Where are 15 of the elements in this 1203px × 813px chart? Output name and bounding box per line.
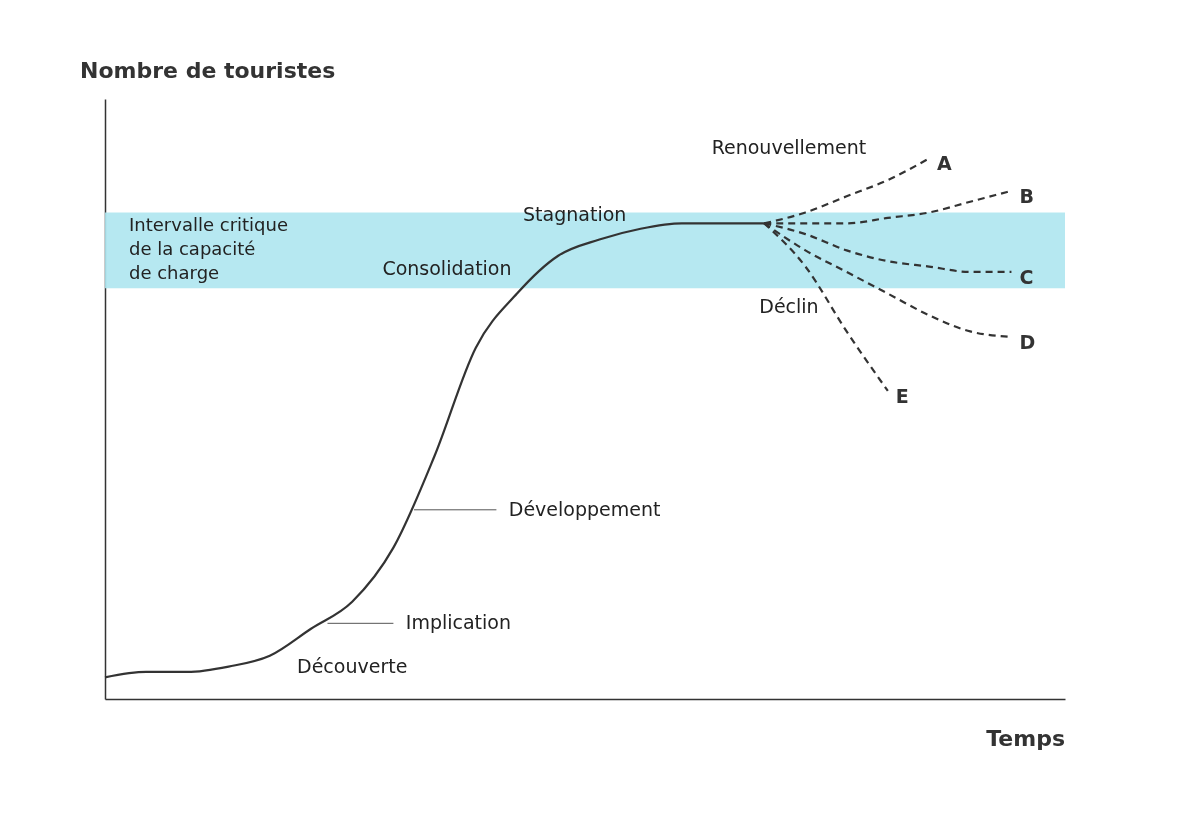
series-label: E — [895, 384, 909, 407]
annotation: Implication — [405, 611, 511, 634]
annotation: Découverte — [297, 654, 408, 677]
series-label: C — [1019, 265, 1034, 288]
series-label: B — [1019, 184, 1034, 207]
band-label: Intervalle critique de la capacité de charge — [129, 213, 288, 283]
series-label: A — [937, 152, 953, 175]
annotation: Consolidation — [382, 257, 512, 280]
y-axis-title: Nombre de touristes — [80, 58, 336, 83]
text: Renouvellement — [711, 135, 867, 158]
x-axis-title: Temps — [986, 726, 1065, 751]
series-label: D — [1019, 330, 1036, 353]
annotation: Déclin — [759, 295, 819, 318]
annotation: Développement — [508, 497, 661, 520]
annotation: Stagnation — [523, 203, 627, 226]
